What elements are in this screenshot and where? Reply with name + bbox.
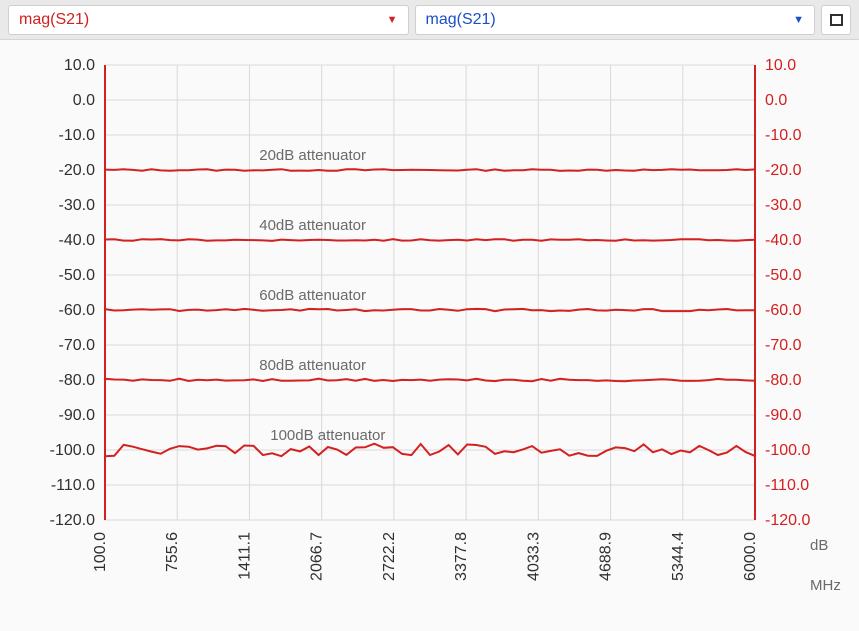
y-tick-right: -60.0 <box>765 302 802 319</box>
x-unit-label: MHz <box>810 577 841 594</box>
series-label: 100dB attenuator <box>270 427 385 444</box>
x-tick: 3377.8 <box>453 532 470 581</box>
x-tick: 4033.3 <box>525 532 542 581</box>
y-tick-left: -110.0 <box>51 477 95 494</box>
trace-line <box>105 169 755 171</box>
y-tick-left: -120.0 <box>50 512 95 529</box>
y-tick-left: -30.0 <box>59 197 96 214</box>
y-tick-left: -100.0 <box>50 442 95 459</box>
chart-svg: 10.0 10.0 0.0 0.0 -10.0 -10.0 -20.0 -20.0 -30.0 -… <box>0 40 859 631</box>
y-tick-left: -20.0 <box>59 162 96 179</box>
layout-button[interactable] <box>821 5 851 35</box>
x-tick: 2066.7 <box>309 532 326 581</box>
y-tick-left: 10.0 <box>64 57 95 74</box>
x-tick: 755.6 <box>164 532 181 572</box>
y-tick-left: -80.0 <box>59 372 96 389</box>
x-tick: 4688.9 <box>598 532 615 581</box>
y-tick-left: -40.0 <box>59 232 96 249</box>
trace-left-dropdown[interactable]: mag(S21) ▼ <box>8 5 409 35</box>
y-tick-right: -110.0 <box>765 477 809 494</box>
series-label: 20dB attenuator <box>259 147 366 164</box>
y-tick-right: -40.0 <box>765 232 802 249</box>
y-tick-right: -80.0 <box>765 372 802 389</box>
y-tick-right: -30.0 <box>765 197 802 214</box>
chevron-down-icon: ▼ <box>793 14 804 26</box>
chart-area: 10.0 10.0 0.0 0.0 -10.0 -10.0 -20.0 -20.0 -30.0 -… <box>0 40 859 631</box>
y-tick-left: -70.0 <box>59 337 96 354</box>
x-tick: 1411.1 <box>236 532 253 580</box>
trace-line <box>105 379 755 382</box>
x-tick: 5344.4 <box>670 532 687 581</box>
y-tick-right: -100.0 <box>765 442 810 459</box>
series-label: 60dB attenuator <box>259 287 366 304</box>
toolbar: mag(S21) ▼ mag(S21) ▼ <box>0 0 859 40</box>
x-tick: 100.0 <box>92 532 109 572</box>
trace-right-dropdown[interactable]: mag(S21) ▼ <box>415 5 816 35</box>
series-label: 80dB attenuator <box>259 357 366 374</box>
y-tick-right: -10.0 <box>765 127 802 144</box>
y-tick-left: -60.0 <box>59 302 96 319</box>
y-tick-right: -120.0 <box>765 512 810 529</box>
trace-left-label: mag(S21) <box>19 11 89 29</box>
x-tick: 2722.2 <box>381 532 398 581</box>
series-label: 40dB attenuator <box>259 217 366 234</box>
x-tick: 6000.0 <box>742 532 759 581</box>
trace-right-label: mag(S21) <box>426 11 496 29</box>
chevron-down-icon: ▼ <box>387 14 398 26</box>
y-tick-right: 0.0 <box>765 92 787 109</box>
y-tick-left: 0.0 <box>73 92 95 109</box>
y-tick-right: -70.0 <box>765 337 802 354</box>
y-tick-right: -90.0 <box>765 407 802 424</box>
y-tick-left: -90.0 <box>59 407 96 424</box>
trace-line <box>105 239 755 241</box>
y-unit-label: dB <box>810 537 828 554</box>
y-tick-right: -50.0 <box>765 267 802 284</box>
square-icon <box>830 14 843 26</box>
y-tick-left: -50.0 <box>59 267 96 284</box>
y-tick-left: -10.0 <box>59 127 96 144</box>
y-tick-right: -20.0 <box>765 162 802 179</box>
y-tick-right: 10.0 <box>765 57 796 74</box>
trace-line <box>105 309 755 311</box>
